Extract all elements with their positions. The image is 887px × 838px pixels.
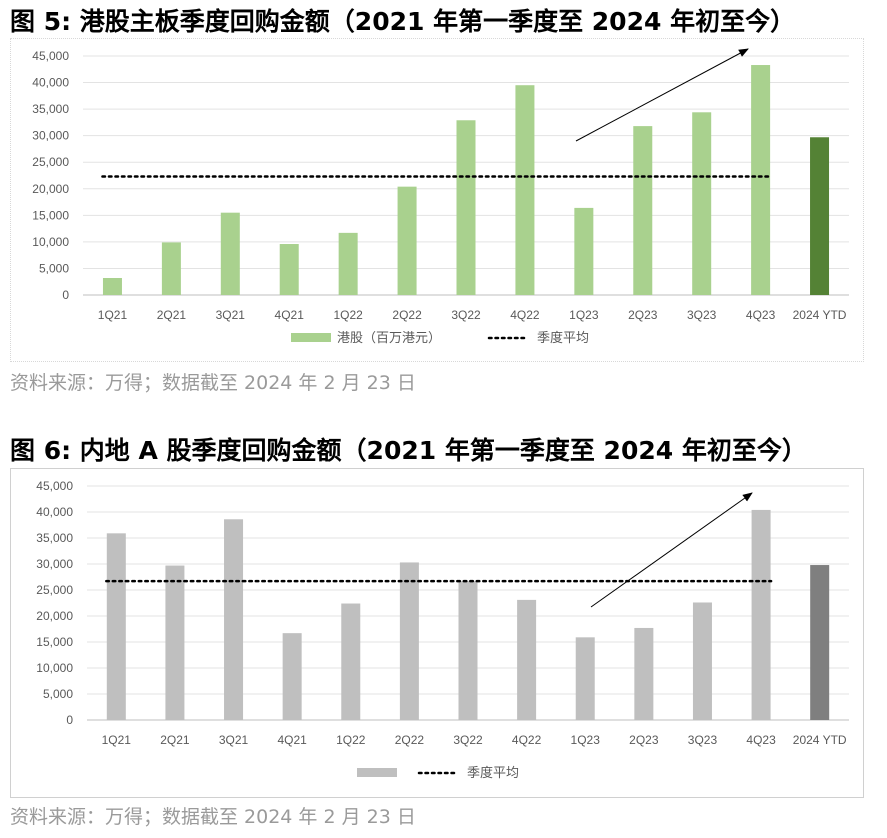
legend-swatch-bars	[291, 333, 331, 342]
chart-panel-ashare: 0 5,000 10,000 15,000 20,000 25,000 30,000 35,0…	[10, 468, 864, 798]
hk-buyback-bar-chart: 0 5,000 10,000 15,000 20,000 25,000 30,000 35,0…	[32, 48, 849, 346]
x-tick-label: 3Q21	[216, 308, 246, 322]
x-tick-label: 1Q22	[336, 733, 366, 747]
y-tick-label: 25,000	[32, 155, 69, 169]
y-tick-label: 0	[66, 713, 73, 727]
figure-6-title: 图 6: 内地 A 股季度回购金额（2021 年第一季度至 2024 年初至今）	[10, 436, 807, 465]
x-tick-label: 2024 YTD	[793, 733, 847, 747]
figure-5-title: 图 5: 港股主板季度回购金额（2021 年第一季度至 2024 年初至今）	[10, 7, 796, 36]
y-tick-label: 5,000	[39, 261, 69, 275]
x-tick-label: 2Q22	[392, 308, 422, 322]
y-tick-label: 45,000	[32, 49, 69, 63]
x-tick-label: 3Q21	[219, 733, 249, 747]
bar-2q21	[161, 242, 181, 295]
bar-1q21	[106, 533, 126, 720]
legend-label-bars: 港股（百万港元）	[337, 331, 441, 346]
x-tick-label: 1Q21	[102, 733, 132, 747]
x-tick-label: 3Q23	[687, 308, 717, 322]
bar-4q21	[282, 633, 302, 720]
y-tick-label: 20,000	[32, 182, 69, 196]
bar-4q23	[751, 65, 771, 295]
bar-2q22	[399, 562, 419, 720]
x-tick-label: 1Q22	[333, 308, 363, 322]
x-tick-label: 4Q22	[510, 308, 540, 322]
bar-2q22	[397, 186, 417, 295]
x-tick-label: 2Q23	[629, 733, 659, 747]
y-tick-label: 35,000	[32, 102, 69, 116]
x-tick-label: 4Q21	[277, 733, 307, 747]
x-tick-label: 2024 YTD	[793, 308, 847, 322]
legend-label-average: 季度平均	[537, 330, 589, 346]
bar-2024-ytd	[810, 565, 830, 720]
y-tick-label: 5,000	[43, 687, 73, 701]
y-tick-label: 30,000	[36, 557, 73, 571]
trend-arrow	[575, 48, 749, 142]
y-tick-label: 15,000	[36, 635, 73, 649]
y-tick-label: 40,000	[32, 76, 69, 90]
x-tick-label: 4Q22	[512, 733, 542, 747]
bar-4q22	[515, 85, 535, 295]
bar-1q23	[574, 207, 594, 295]
x-tick-label: 4Q23	[746, 308, 776, 322]
bar-1q23	[575, 637, 595, 720]
legend-swatch-bars	[357, 768, 397, 777]
legend-label-average: 季度平均	[467, 765, 519, 781]
y-tick-label: 20,000	[36, 609, 73, 623]
bar-1q22	[341, 603, 361, 720]
y-tick-label: 15,000	[32, 208, 69, 222]
x-tick-label: 1Q23	[569, 308, 599, 322]
x-tick-label: 1Q23	[571, 733, 601, 747]
x-tick-label: 1Q21	[98, 308, 128, 322]
y-tick-label: 30,000	[32, 129, 69, 143]
bar-4q23	[751, 509, 771, 720]
y-tick-label: 25,000	[36, 583, 73, 597]
bar-4q22	[517, 599, 537, 720]
y-tick-label: 45,000	[36, 479, 73, 493]
bar-3q21	[224, 519, 244, 720]
x-tick-label: 2Q21	[160, 733, 190, 747]
bar-3q23	[692, 112, 712, 295]
x-tick-label: 2Q21	[157, 308, 187, 322]
bar-2024-ytd	[810, 137, 830, 295]
bar-2q23	[633, 126, 653, 296]
bar-3q22	[458, 581, 478, 720]
y-tick-label: 40,000	[36, 505, 73, 519]
y-tick-label: 10,000	[32, 235, 69, 249]
bar-3q22	[456, 120, 476, 296]
x-tick-label: 3Q22	[451, 308, 481, 322]
figure-6-source: 资料来源：万得；数据截至 2024 年 2 月 23 日	[10, 806, 416, 828]
x-tick-label: 2Q22	[395, 733, 425, 747]
y-tick-label: 0	[62, 288, 69, 302]
bar-3q21	[220, 212, 240, 295]
y-tick-label: 35,000	[36, 531, 73, 545]
x-tick-label: 3Q22	[453, 733, 483, 747]
bar-2q23	[634, 627, 654, 720]
ashare-buyback-bar-chart: 0 5,000 10,000 15,000 20,000 25,000 30,000 35,0…	[36, 479, 849, 781]
bar-4q21	[279, 244, 299, 295]
bar-1q21	[102, 278, 122, 295]
x-tick-label: 4Q23	[746, 733, 776, 747]
bar-3q23	[692, 602, 712, 720]
bar-2q21	[165, 565, 185, 720]
y-tick-label: 10,000	[36, 661, 73, 675]
x-tick-label: 4Q21	[275, 308, 305, 322]
chart-panel-hk: 0 5,000 10,000 15,000 20,000 25,000 30,000 35,0…	[10, 38, 864, 362]
bar-1q22	[338, 232, 358, 295]
x-tick-label: 2Q23	[628, 308, 658, 322]
trend-arrow	[590, 492, 753, 608]
x-tick-label: 3Q23	[688, 733, 718, 747]
figure-5-source: 资料来源：万得；数据截至 2024 年 2 月 23 日	[10, 372, 416, 394]
